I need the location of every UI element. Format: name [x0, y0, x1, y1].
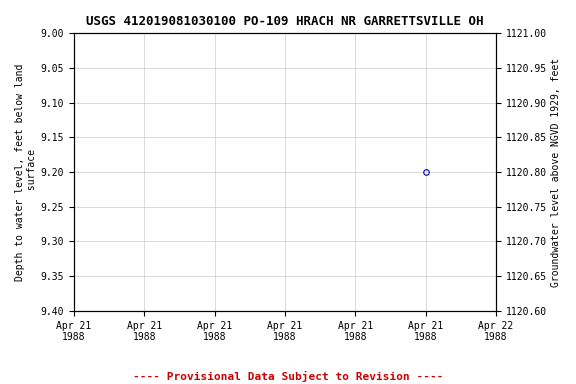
Text: ---- Provisional Data Subject to Revision ----: ---- Provisional Data Subject to Revisio… — [132, 371, 444, 382]
Y-axis label: Depth to water level, feet below land
 surface: Depth to water level, feet below land su… — [15, 63, 37, 281]
Title: USGS 412019081030100 PO-109 HRACH NR GARRETTSVILLE OH: USGS 412019081030100 PO-109 HRACH NR GAR… — [86, 15, 484, 28]
Y-axis label: Groundwater level above NGVD 1929, feet: Groundwater level above NGVD 1929, feet — [551, 58, 561, 286]
